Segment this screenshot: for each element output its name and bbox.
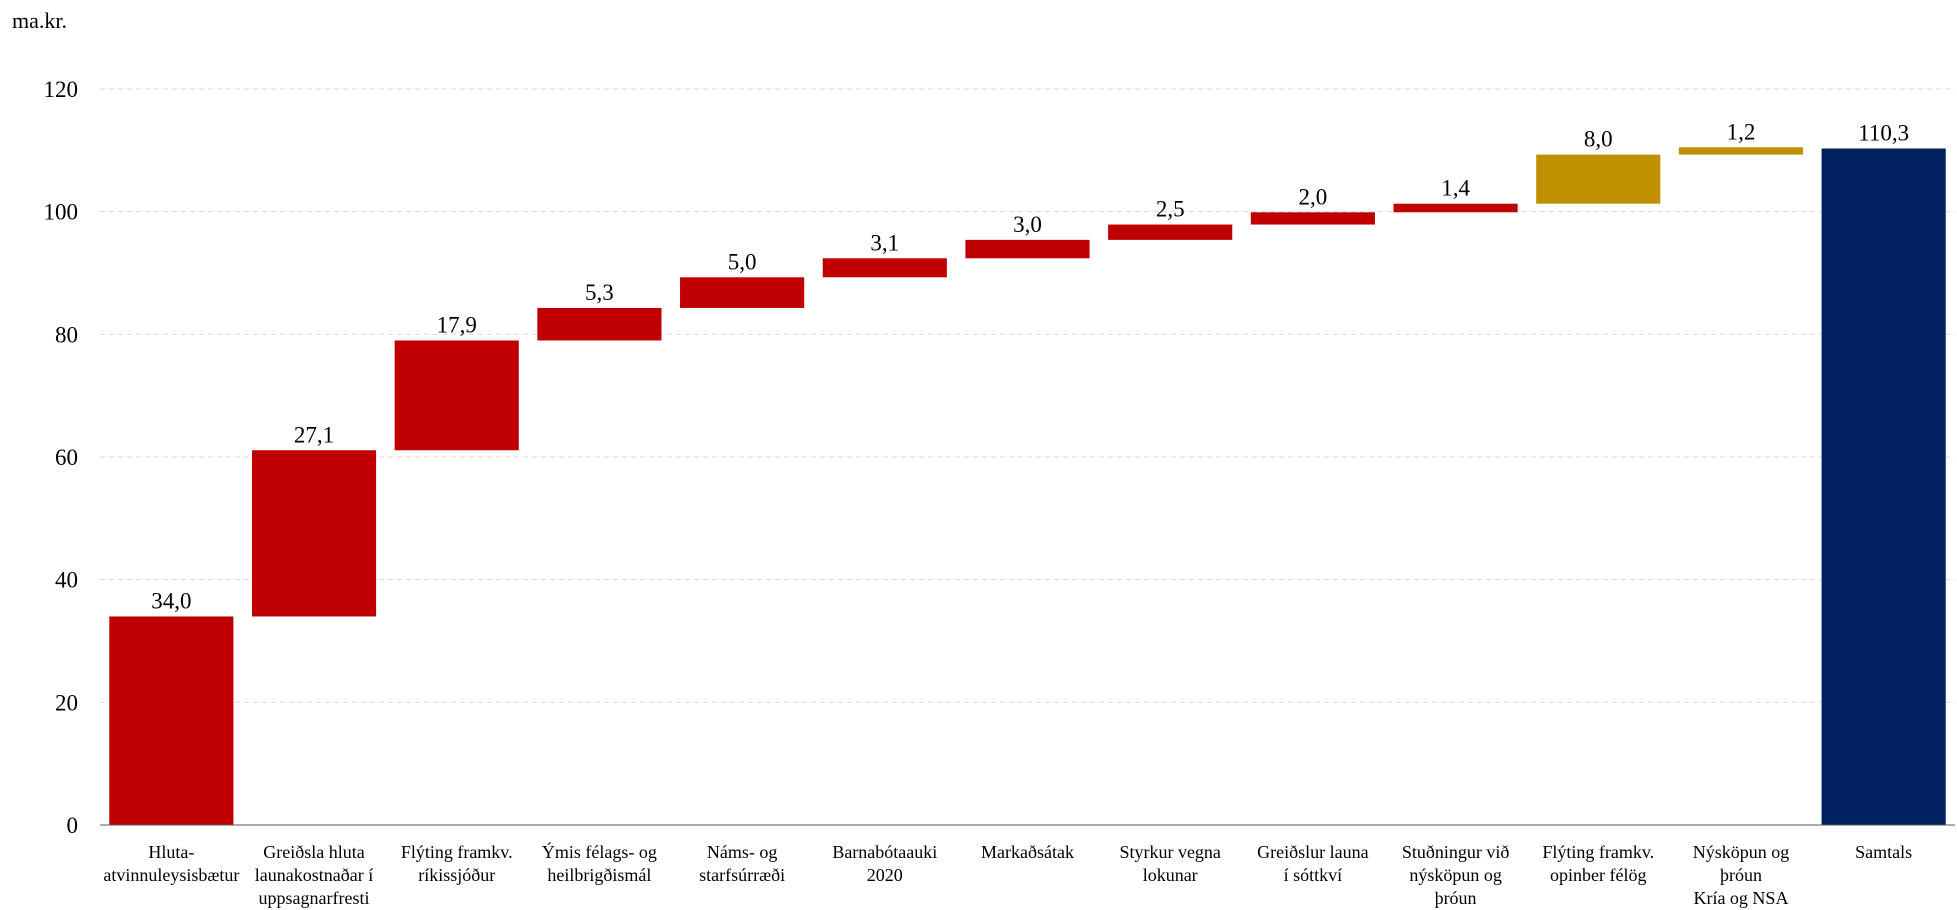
category-label-line: Greiðslur launa <box>1257 842 1368 862</box>
category-label: Greiðslur launa í sóttkví <box>1257 842 1368 885</box>
gridlines <box>100 88 1955 703</box>
y-tick-label: 60 <box>55 445 78 470</box>
category-label-line: í sóttkví <box>1284 865 1343 885</box>
category-label-line: Styrkur vegna <box>1119 842 1220 862</box>
bar <box>251 450 377 617</box>
category-label: Samtals <box>1855 842 1912 862</box>
category-label: Ýmis félags- og heilbrigðismál <box>542 841 657 885</box>
category-label-line: ríkissjóður <box>418 865 495 885</box>
bar <box>109 616 234 825</box>
category-label: Greiðsla hluta launakostnaðar í uppsagnarf… <box>255 842 373 908</box>
value-label: 1,4 <box>1441 176 1470 201</box>
y-tick-label: 120 <box>44 77 79 102</box>
category-label-line: Markaðsátak <box>981 842 1074 862</box>
value-label: 8,0 <box>1584 127 1613 152</box>
category-label-line: Flýting framkv. <box>401 842 513 862</box>
bar <box>1250 212 1375 225</box>
category-label-line: þróun <box>1435 888 1477 908</box>
value-label: 17,9 <box>437 312 477 337</box>
bar <box>680 277 805 308</box>
category-label-line: nýsköpun og <box>1409 865 1502 885</box>
bar <box>1108 224 1233 240</box>
bar <box>537 307 662 341</box>
value-label: 3,1 <box>870 230 899 255</box>
bar <box>394 340 519 451</box>
value-label: 5,0 <box>728 249 757 274</box>
category-label-line: Samtals <box>1855 842 1912 862</box>
y-tick-label: 40 <box>55 568 78 593</box>
category-label-line: starfsúrræði <box>699 865 785 885</box>
category-label: Nýsköpun og þróun Kría og NSA <box>1693 842 1790 908</box>
value-label: 110,3 <box>1858 120 1909 145</box>
bar <box>1678 147 1804 155</box>
category-label-line: þróun <box>1720 865 1762 885</box>
category-label-line: Flýting framkv. <box>1542 842 1654 862</box>
category-label-line: Barnabótaauki <box>832 842 937 862</box>
unit-label: ma.kr. <box>12 8 67 33</box>
category-label-line: heilbrigðismál <box>547 865 651 885</box>
value-label: 27,1 <box>294 422 334 447</box>
value-label: 3,0 <box>1013 212 1042 237</box>
category-label-line: Kría og NSA <box>1693 888 1788 908</box>
y-tick-label: 80 <box>55 322 78 347</box>
value-label: 1,2 <box>1727 119 1756 144</box>
category-label-line: Greiðsla hluta <box>263 842 364 862</box>
category-labels: Hluta-atvinnuleysisbætur Greiðsla hluta la… <box>103 841 1912 908</box>
bars <box>109 147 1946 825</box>
category-label-line: Ýmis félags- og <box>542 841 657 862</box>
category-label: Náms- og starfsúrræði <box>699 842 785 885</box>
value-label: 5,3 <box>585 280 614 305</box>
bar <box>1821 148 1946 825</box>
value-label: 2,5 <box>1156 197 1185 222</box>
y-tick-label: 100 <box>44 200 79 225</box>
bar <box>1393 203 1518 213</box>
value-label: 2,0 <box>1299 184 1328 209</box>
category-label-line: Hluta- <box>148 842 194 862</box>
category-label-line: Stuðningur við <box>1402 842 1510 862</box>
category-label: Styrkur vegna lokunar <box>1119 842 1220 885</box>
category-label: Hluta-atvinnuleysisbætur <box>103 842 239 885</box>
category-label-line: uppsagnarfresti <box>259 888 370 908</box>
bar <box>1536 154 1661 204</box>
y-tick-label: 20 <box>55 690 78 715</box>
bar <box>822 258 947 278</box>
bar <box>965 239 1090 259</box>
category-label-line: Náms- og <box>707 842 778 862</box>
y-tick-label: 0 <box>67 813 79 838</box>
category-label-line: atvinnuleysisbætur <box>103 865 239 885</box>
category-label: Stuðningur við nýsköpun og þróun <box>1402 842 1510 908</box>
value-labels: 34,0 27,1 17,9 5,3 5,0 3,1 3,0 2,5 2,0 1,4 8,0 1,2 1… <box>151 119 1909 613</box>
category-label: Flýting framkv. opinber félög <box>1542 842 1654 885</box>
value-label: 34,0 <box>151 588 191 613</box>
category-label: Markaðsátak <box>981 842 1074 862</box>
category-label: Barnabótaauki 2020 <box>832 842 937 885</box>
category-label-line: opinber félög <box>1550 865 1646 885</box>
category-label-line: launakostnaðar í <box>255 865 373 885</box>
category-label-line: 2020 <box>867 865 903 885</box>
category-label-line: Nýsköpun og <box>1693 842 1790 862</box>
category-label-line: lokunar <box>1143 865 1198 885</box>
category-label: Flýting framkv. ríkissjóður <box>401 842 513 885</box>
y-axis: 0 20 40 60 80 100 120 <box>44 77 79 838</box>
